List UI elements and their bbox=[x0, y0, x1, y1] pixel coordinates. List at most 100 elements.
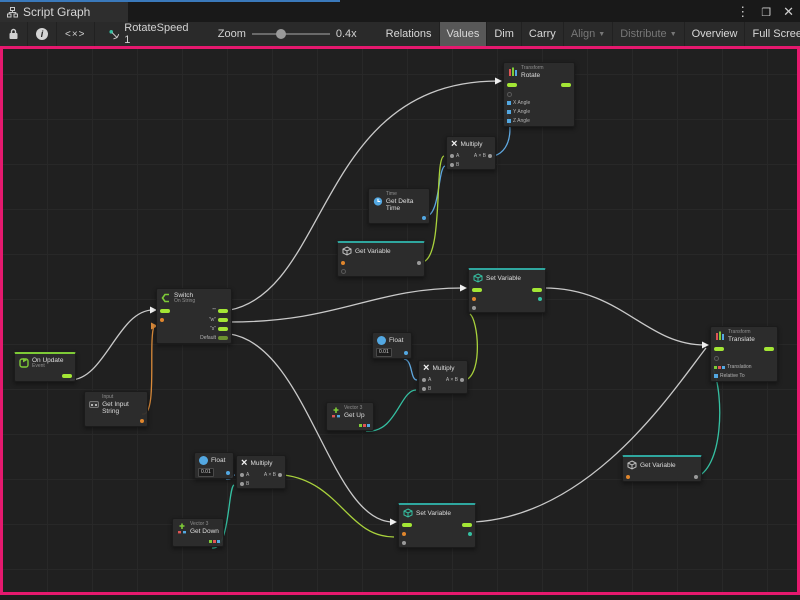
y-angle-port[interactable] bbox=[507, 110, 511, 115]
a-in-port[interactable] bbox=[422, 377, 426, 382]
relations-button[interactable]: Relations bbox=[379, 22, 440, 46]
node-multiply[interactable]: × Multiply A A × B B bbox=[446, 136, 496, 170]
zoom-to-fit-button[interactable]: <×> bbox=[57, 22, 95, 46]
vector3-out-port[interactable] bbox=[359, 423, 370, 427]
name-in-port[interactable] bbox=[402, 531, 406, 536]
carry-button[interactable]: Carry bbox=[522, 22, 564, 46]
relative-to-port[interactable] bbox=[714, 374, 718, 379]
node-get-variable[interactable]: Get Variable bbox=[622, 455, 702, 482]
exec-out-port[interactable] bbox=[764, 347, 774, 352]
fullscreen-button[interactable]: Full Screen bbox=[745, 22, 800, 46]
case-exec-out-port[interactable] bbox=[218, 327, 228, 332]
product-out-port[interactable] bbox=[278, 472, 282, 477]
zoom-slider-handle[interactable] bbox=[275, 29, 286, 39]
fallback-port[interactable] bbox=[341, 269, 346, 274]
node-get-delta-time[interactable]: Time Get Delta Time bbox=[368, 188, 430, 224]
product-out-port[interactable] bbox=[488, 153, 492, 158]
target-self-port[interactable] bbox=[507, 91, 512, 97]
vector3-out-port[interactable] bbox=[209, 539, 220, 543]
values-button[interactable]: Values bbox=[439, 22, 488, 46]
window-restore-icon[interactable]: ❐ bbox=[761, 6, 772, 19]
name-in-port[interactable] bbox=[341, 260, 345, 265]
tab-script-graph[interactable]: Script Graph bbox=[0, 2, 128, 22]
dim-button[interactable]: Dim bbox=[487, 22, 522, 46]
node-float[interactable]: Float 0.01 bbox=[372, 332, 412, 359]
value-in-port[interactable] bbox=[472, 305, 476, 310]
x-angle-port[interactable] bbox=[507, 101, 511, 106]
exec-out-port[interactable] bbox=[462, 522, 472, 527]
case-exec-out-port[interactable] bbox=[218, 318, 228, 323]
node-on-update[interactable]: On Update Event bbox=[14, 352, 76, 382]
exec-out-port[interactable] bbox=[532, 287, 542, 292]
node-multiply[interactable]: × Multiply A A × B B bbox=[418, 360, 468, 394]
translation-in-port[interactable] bbox=[714, 365, 725, 369]
node-title: Float bbox=[211, 457, 226, 464]
name-in-port[interactable] bbox=[626, 474, 630, 479]
node-get-input-string[interactable]: Input Get Input String bbox=[84, 391, 148, 427]
window-close-icon[interactable]: ✕ bbox=[783, 4, 794, 19]
carry-label: Carry bbox=[528, 28, 556, 40]
a-in-port[interactable] bbox=[450, 153, 454, 158]
inspect-button[interactable]: i bbox=[28, 22, 57, 46]
graph-reference[interactable]: RotateSpeed 1 bbox=[95, 22, 198, 46]
default-exec-out-port[interactable] bbox=[218, 336, 228, 341]
zoom-slider[interactable] bbox=[251, 29, 330, 39]
node-transform-translate[interactable]: Transform Translate Translation Relative… bbox=[710, 326, 778, 382]
node-multiply[interactable]: × Multiply A A × B B bbox=[236, 455, 286, 489]
node-category: Vector 3 bbox=[190, 521, 209, 527]
node-vector3-get-down[interactable]: Vector 3 Get Down bbox=[172, 518, 224, 547]
window-tab-bar: Script Graph ⋮ ❐ ✕ bbox=[0, 0, 800, 22]
value-out-port[interactable] bbox=[538, 296, 542, 301]
node-title: Get Down bbox=[190, 527, 219, 535]
exec-in-port[interactable] bbox=[472, 287, 482, 292]
node-title: Get Delta Time bbox=[385, 197, 414, 212]
z-angle-port[interactable] bbox=[507, 119, 511, 124]
selector-in-port[interactable] bbox=[160, 318, 164, 323]
value-in-port[interactable] bbox=[402, 540, 406, 545]
case-exec-out-port[interactable] bbox=[218, 309, 228, 314]
target-self-port[interactable] bbox=[714, 355, 719, 361]
variable-cube-icon bbox=[473, 273, 483, 283]
node-set-variable[interactable]: Set Variable bbox=[468, 268, 546, 313]
overview-button[interactable]: Overview bbox=[685, 22, 746, 46]
window-menu-icon[interactable]: ⋮ bbox=[736, 4, 750, 19]
focused-tab-accent bbox=[0, 0, 340, 2]
value-out-port[interactable] bbox=[468, 531, 472, 536]
exec-out-port[interactable] bbox=[561, 83, 571, 88]
graph-toolbar: i <×> RotateSpeed 1 Zoom 0.4x Relations … bbox=[0, 22, 800, 46]
float-out-port[interactable] bbox=[226, 470, 230, 475]
b-in-port[interactable] bbox=[240, 481, 244, 486]
distribute-button[interactable]: Distribute ▼ bbox=[613, 22, 685, 46]
product-out-port[interactable] bbox=[460, 377, 464, 382]
lock-button[interactable] bbox=[0, 22, 28, 46]
node-transform-rotate[interactable]: Transform Rotate X Angle Y Angle Z Angle bbox=[503, 62, 575, 127]
align-button[interactable]: Align ▼ bbox=[564, 22, 614, 46]
b-in-port[interactable] bbox=[450, 162, 454, 167]
value-out-port[interactable] bbox=[694, 474, 698, 479]
float-value-field[interactable]: 0.01 bbox=[198, 468, 214, 477]
name-in-port[interactable] bbox=[472, 296, 476, 301]
node-vector3-get-up[interactable]: Vector 3 Get Up bbox=[326, 402, 374, 431]
node-float[interactable]: Float 0.01 bbox=[194, 452, 234, 479]
exec-in-port[interactable] bbox=[160, 309, 170, 314]
graph-name: RotateSpeed 1 bbox=[124, 22, 189, 46]
relative-to-label: Relative To bbox=[720, 373, 745, 380]
float-out-port[interactable] bbox=[404, 350, 408, 355]
transform-icon bbox=[716, 331, 724, 341]
exec-in-port[interactable] bbox=[402, 522, 412, 527]
b-in-port[interactable] bbox=[422, 386, 426, 391]
value-out-port[interactable] bbox=[417, 260, 421, 265]
exec-in-port[interactable] bbox=[714, 347, 724, 352]
multiply-icon: × bbox=[451, 138, 458, 150]
node-set-variable[interactable]: Set Variable bbox=[398, 503, 476, 548]
string-out-port[interactable] bbox=[140, 419, 144, 424]
node-get-variable[interactable]: Get Variable bbox=[337, 241, 425, 277]
float-out-port[interactable] bbox=[422, 216, 426, 221]
exec-out-port[interactable] bbox=[62, 374, 72, 379]
exec-in-port[interactable] bbox=[507, 83, 517, 88]
float-value-field[interactable]: 0.01 bbox=[376, 348, 392, 357]
node-title: Get Input String bbox=[102, 400, 129, 415]
node-switch-on-string[interactable]: Switch On String "" "w" "s" Default bbox=[156, 288, 232, 344]
variable-cube-icon bbox=[342, 246, 352, 256]
a-in-port[interactable] bbox=[240, 472, 244, 477]
